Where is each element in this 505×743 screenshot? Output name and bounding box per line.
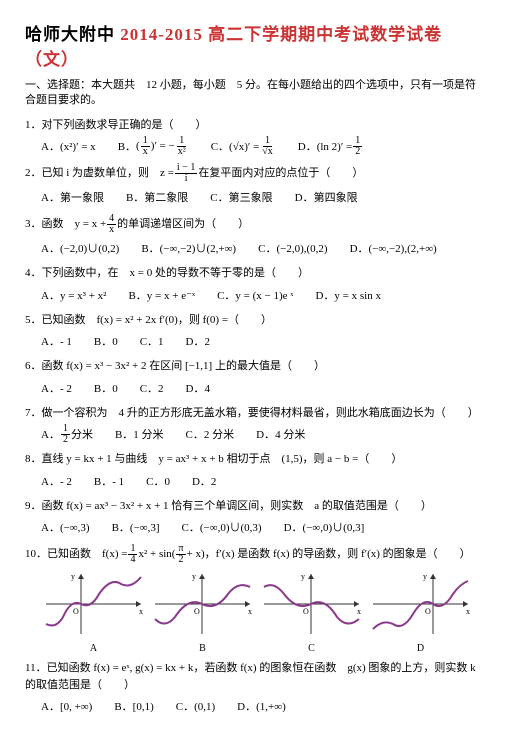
q9-B: B．(−∞,3] xyxy=(112,516,160,538)
title-year: 2014-2015 xyxy=(120,25,203,44)
q10-stem: 10．已知函数 f(x) =14x² + sin(π2+ x)，f′(x) 是函… xyxy=(25,544,480,565)
label-B: B xyxy=(150,643,255,654)
q8-options: A．- 2 B．- 1 C．0 D．2 xyxy=(41,470,480,492)
q7-A: A．12分米 xyxy=(41,423,93,445)
q9-D: D．(−∞,0)∪(0,3] xyxy=(284,516,365,538)
q4-D: D．y = x sin x xyxy=(315,284,380,306)
svg-text:y: y xyxy=(71,572,75,581)
q6-C: C．2 xyxy=(140,377,164,399)
label-D: D xyxy=(368,643,473,654)
q2-stem: 2．已知 i 为虚数单位，则 z =i − 1i在复平面内对应的点位于（ ） xyxy=(25,163,480,184)
q2-A: A．第一象限 xyxy=(41,186,104,208)
q4-B: B．y = x + e⁻ˣ xyxy=(128,284,195,306)
q2-C: C．第三象限 xyxy=(210,186,272,208)
q7-stem: 7．做一个容积为 4 升的正方形底无盖水箱，要使得材料最省，则此水箱底面边长为（… xyxy=(25,405,480,422)
q6-B: B．0 xyxy=(94,377,118,399)
svg-text:x: x xyxy=(357,607,361,616)
q9-C: C．(−∞,0)∪(0,3) xyxy=(182,516,262,538)
q1-C: C．(√x)′ =1√x xyxy=(211,135,276,157)
q7-C: C．2 分米 xyxy=(186,423,235,445)
q11-A: A．[0, +∞) xyxy=(41,695,92,717)
svg-text:x: x xyxy=(248,607,252,616)
q1-B: B．(1x)′ = −1x² xyxy=(118,135,189,157)
q10-graph-labels: A B C D xyxy=(41,643,480,654)
q3-stem: 3．函数 y = x +4x的单调递增区间为（ ） xyxy=(25,214,480,235)
svg-text:y: y xyxy=(192,572,196,581)
q1-D: D．(ln 2)′ =12 xyxy=(298,135,363,157)
svg-text:x: x xyxy=(466,607,470,616)
q3-D: D．(−∞,−2),(2,+∞) xyxy=(350,237,437,259)
q6-options: A．- 2 B．0 C．2 D．4 xyxy=(41,377,480,399)
svg-text:O: O xyxy=(303,607,309,616)
graph-C: x y O xyxy=(259,569,364,639)
label-A: A xyxy=(41,643,146,654)
q11-D: D．(1,+∞) xyxy=(237,695,286,717)
q2-B: B．第二象限 xyxy=(126,186,188,208)
q2-options: A．第一象限 B．第二象限 C．第三象限 D．第四象限 xyxy=(41,186,480,208)
q6-D: D．4 xyxy=(186,377,210,399)
q5-C: C．1 xyxy=(140,330,164,352)
svg-text:y: y xyxy=(423,572,427,581)
q5-B: B．0 xyxy=(94,330,118,352)
graph-D: x y O xyxy=(368,569,473,639)
svg-text:y: y xyxy=(301,572,305,581)
q4-C: C．y = (x − 1)e ˣ xyxy=(217,284,293,306)
graph-A: x y O xyxy=(41,569,146,639)
section-1-head: 一、选择题：本大题共 12 小题，每小题 5 分。在每小题给出的四个选项中，只有… xyxy=(25,78,480,109)
q11-options: A．[0, +∞) B．[0,1) C．(0,1) D．(1,+∞) xyxy=(41,695,480,717)
q1-A: A．(x²)′ = x xyxy=(41,135,96,157)
q4-options: A．y = x³ + x² B．y = x + e⁻ˣ C．y = (x − 1… xyxy=(41,284,480,306)
q7-B: B．1 分米 xyxy=(115,423,164,445)
graph-B: x y O xyxy=(150,569,255,639)
q8-B: B．- 1 xyxy=(94,470,124,492)
svg-text:O: O xyxy=(194,607,200,616)
q8-C: C．0 xyxy=(146,470,170,492)
q5-stem: 5．已知函数 f(x) = x² + 2x f′(0)，则 f(0) =（ ） xyxy=(25,312,480,329)
q8-D: D．2 xyxy=(192,470,216,492)
q7-options: A．12分米 B．1 分米 C．2 分米 D．4 分米 xyxy=(41,423,480,445)
q9-stem: 9．函数 f(x) = ax³ − 3x² + x + 1 恰有三个单调区间，则… xyxy=(25,498,480,515)
title-left: 哈师大附中 xyxy=(25,25,115,44)
q9-options: A．(−∞,3) B．(−∞,3] C．(−∞,0)∪(0,3) D．(−∞,0… xyxy=(41,516,480,538)
svg-text:O: O xyxy=(73,607,79,616)
q1-options: A．(x²)′ = x B．(1x)′ = −1x² C．(√x)′ =1√x … xyxy=(41,135,480,157)
q4-A: A．y = x³ + x² xyxy=(41,284,106,306)
q3-C: C．(−2,0),(0,2) xyxy=(258,237,327,259)
q4-stem: 4．下列函数中，在 x = 0 处的导数不等于零的是（ ） xyxy=(25,265,480,282)
q6-stem: 6．函数 f(x) = x³ − 3x² + 2 在区间 [−1,1] 上的最大… xyxy=(25,358,480,375)
q5-D: D．2 xyxy=(186,330,210,352)
q8-A: A．- 2 xyxy=(41,470,72,492)
q1-stem: 1．对下列函数求导正确的是（ ） xyxy=(25,117,480,134)
q6-A: A．- 2 xyxy=(41,377,72,399)
q11-stem: 11．已知函数 f(x) = eˣ, g(x) = kx + k，若函数 f(x… xyxy=(25,660,480,693)
svg-text:O: O xyxy=(425,607,431,616)
q7-D: D．4 分米 xyxy=(256,423,305,445)
q8-stem: 8．直线 y = kx + 1 与曲线 y = ax³ + x + b 相切于点… xyxy=(25,451,480,468)
q10-graphs: x y O x y O x y O x y O xyxy=(41,569,480,639)
q11-C: C．(0,1) xyxy=(176,695,215,717)
q11-B: B．[0,1) xyxy=(114,695,153,717)
q2-D: D．第四象限 xyxy=(295,186,358,208)
q5-A: A．- 1 xyxy=(41,330,72,352)
q5-options: A．- 1 B．0 C．1 D．2 xyxy=(41,330,480,352)
q3-options: A．(−2,0)∪(0,2) B．(−∞,−2)∪(2,+∞) C．(−2,0)… xyxy=(41,237,480,259)
svg-text:x: x xyxy=(139,607,143,616)
label-C: C xyxy=(259,643,364,654)
q3-A: A．(−2,0)∪(0,2) xyxy=(41,237,119,259)
q9-A: A．(−∞,3) xyxy=(41,516,90,538)
q3-B: B．(−∞,−2)∪(2,+∞) xyxy=(141,237,236,259)
